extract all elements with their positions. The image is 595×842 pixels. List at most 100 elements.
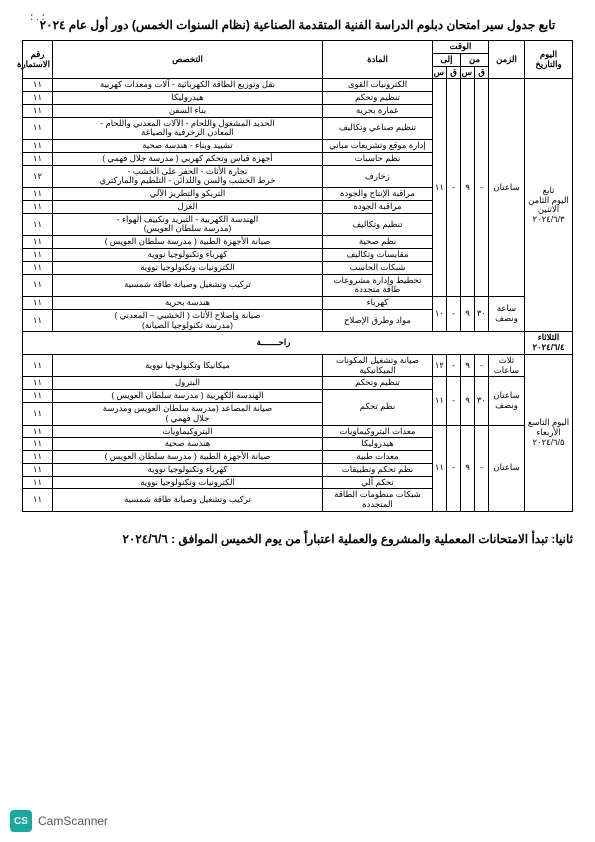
duration-cell: ساعتانونصف (489, 377, 525, 425)
time-from-m: - (475, 354, 489, 377)
spec-cell: تشييد وبناء - هندسة صحية (53, 140, 323, 153)
time-from-m: - (475, 425, 489, 511)
form-cell: ١١ (23, 402, 53, 425)
spec-cell: هندسة بحرية (53, 297, 323, 310)
duration-cell: ثلاثساعات (489, 354, 525, 377)
table-row: تابعاليوم الثامنالاثنين٢٠٢٤/٦/٣ساعتان-٩-… (23, 79, 573, 92)
hdr-subject: المادة (322, 41, 432, 79)
subject-cell: زخارف (322, 165, 432, 188)
subject-cell: هيدروليكا (322, 438, 432, 451)
spec-cell: تركيب وتشغيل وصيانة طاقة شمسية (53, 274, 323, 297)
time-to-m: - (447, 79, 461, 297)
time-to-m: - (447, 354, 461, 377)
subject-cell: مراقبة الإنتاج والجودة (322, 188, 432, 201)
spec-cell: صيانة الأجهزة الطبية ( مدرسة سلطان العوي… (53, 451, 323, 464)
spec-cell: التريكو والتطريز الآلي (53, 188, 323, 201)
subject-cell: معدات طبية (322, 451, 432, 464)
subject-cell: نظم صحية (322, 236, 432, 249)
time-from-h: ٩ (461, 425, 475, 511)
subject-cell: صيانة وتشغيل المكوناتالميكانيكية (322, 354, 432, 377)
spec-cell: كهرباء وتكنولوجيا نووية (53, 463, 323, 476)
form-cell: ١١ (23, 104, 53, 117)
time-to-m: - (447, 377, 461, 425)
form-cell: ١١ (23, 451, 53, 464)
spec-cell: الهندسة الكهربية - التبريد وتكييف الهواء… (53, 213, 323, 236)
hdr-fm: ق (475, 66, 489, 79)
spec-cell: صيانة الأجهزة الطبية ( مدرسة سلطان العوي… (53, 236, 323, 249)
footer-note: ثانيا: تبدأ الامتحانات المعملية والمشروع… (22, 532, 573, 546)
form-cell: ١١ (23, 274, 53, 297)
subject-cell: عمارة بحرية (322, 104, 432, 117)
hdr-tm: ق (447, 66, 461, 79)
form-cell: ١١ (23, 213, 53, 236)
form-cell: ١١ (23, 236, 53, 249)
time-from-h: ٩ (461, 79, 475, 297)
day-cell: تابعاليوم الثامنالاثنين٢٠٢٤/٦/٣ (525, 79, 573, 332)
hdr-th: س (432, 66, 446, 79)
subject-cell: إدارة موقع وتشريعات مباني (322, 140, 432, 153)
exam-table: اليوم والتاريخ الزمن الوقت المادة التخصص… (22, 40, 573, 512)
form-cell: ١١ (23, 377, 53, 390)
hdr-form: رقم الاستمارة (23, 41, 53, 79)
time-from-h: ٩ (461, 354, 475, 377)
spec-cell: بناء السفن (53, 104, 323, 117)
table-row: ساعتان-٩-١١معدات البتروكيماوياتالبتروكيم… (23, 425, 573, 438)
hdr-from: من (461, 53, 489, 66)
form-cell: ١١ (23, 309, 53, 332)
form-cell: ١١ (23, 152, 53, 165)
form-cell: ١١ (23, 188, 53, 201)
spec-cell: البتروكيماويات (53, 425, 323, 438)
form-cell: ١١ (23, 117, 53, 140)
subject-cell: تحكم آلي (322, 476, 432, 489)
form-cell: ١١ (23, 463, 53, 476)
form-cell: ١٢ (23, 165, 53, 188)
day-cell: الثلاثاء٢٠٢٤/٦/٤ (525, 332, 573, 355)
form-cell: ١١ (23, 261, 53, 274)
spec-cell: صيانة المصاعد (مدرسة سلطان العويس ومدرسة… (53, 402, 323, 425)
time-from-h: ٩ (461, 297, 475, 332)
time-to-m: - (447, 425, 461, 511)
spec-cell: تركيب وتشغيل وصيانة طاقة شمسية (53, 489, 323, 512)
duration-cell: ساعتان (489, 425, 525, 511)
hdr-day: اليوم والتاريخ (525, 41, 573, 79)
rest-cell: راحـــــــة (23, 332, 525, 355)
subject-cell: معدات البتروكيماويات (322, 425, 432, 438)
subject-cell: مراقبة الجودة (322, 200, 432, 213)
rest-row: الثلاثاء٢٠٢٤/٦/٤راحـــــــة (23, 332, 573, 355)
time-to-h: ١٠ (432, 297, 446, 332)
time-to-m: - (447, 297, 461, 332)
form-cell: ١١ (23, 390, 53, 403)
time-from-m: ٣٠ (475, 297, 489, 332)
form-cell: ١١ (23, 297, 53, 310)
form-cell: ١١ (23, 249, 53, 262)
form-cell: ١١ (23, 140, 53, 153)
table-body: تابعاليوم الثامنالاثنين٢٠٢٤/٦/٣ساعتان-٩-… (23, 79, 573, 512)
duration-cell: ساعتان (489, 79, 525, 297)
subject-cell: تنظيم وتحكم (322, 377, 432, 390)
subject-cell: تخطيط وإدارة مشروعاتطاقة متجددة (322, 274, 432, 297)
hdr-spec: التخصص (53, 41, 323, 79)
subject-cell: نظم حاسبات (322, 152, 432, 165)
time-from-m: - (475, 79, 489, 297)
spec-cell: الكترونيات وتكنولوجيا نووية (53, 476, 323, 489)
spec-cell: البترول (53, 377, 323, 390)
subject-cell: مواد وطرق الإصلاح (322, 309, 432, 332)
spec-cell: تجارة الأثاث - الحفر على الخشب -خرط الخش… (53, 165, 323, 188)
spec-cell: الحديد المشغول واللحام - الآلات المعدني … (53, 117, 323, 140)
hdr-time: الوقت (432, 41, 488, 54)
camscanner-text: CamScanner (38, 814, 108, 828)
page-title: تابع جدول سير امتحان دبلوم الدراسة الفني… (22, 18, 573, 32)
form-cell: ١١ (23, 79, 53, 92)
spec-cell: ميكانيكا وتكنولوجيا نووية (53, 354, 323, 377)
subject-cell: تنظيم وتكاليف (322, 213, 432, 236)
subject-cell: نظم تحكم وتطبيقات (322, 463, 432, 476)
subject-cell: نظم تحكم (322, 390, 432, 425)
subject-cell: تنظيم صناعي وتكاليف (322, 117, 432, 140)
form-cell: ١١ (23, 425, 53, 438)
spec-cell: هندسة صحية (53, 438, 323, 451)
table-row: ساعتانونصف٣٠٩-١١تنظيم وتحكمالبترول١١ (23, 377, 573, 390)
spec-cell: الهندسة الكهربية ( مدرسة سلطان العويس ) (53, 390, 323, 403)
day-cell: اليوم التاسعالأربعاء٢٠٢٤/٦/٥ (525, 354, 573, 511)
spec-cell: كهرباء وتكنولوجيا نووية (53, 249, 323, 262)
form-cell: ١١ (23, 354, 53, 377)
